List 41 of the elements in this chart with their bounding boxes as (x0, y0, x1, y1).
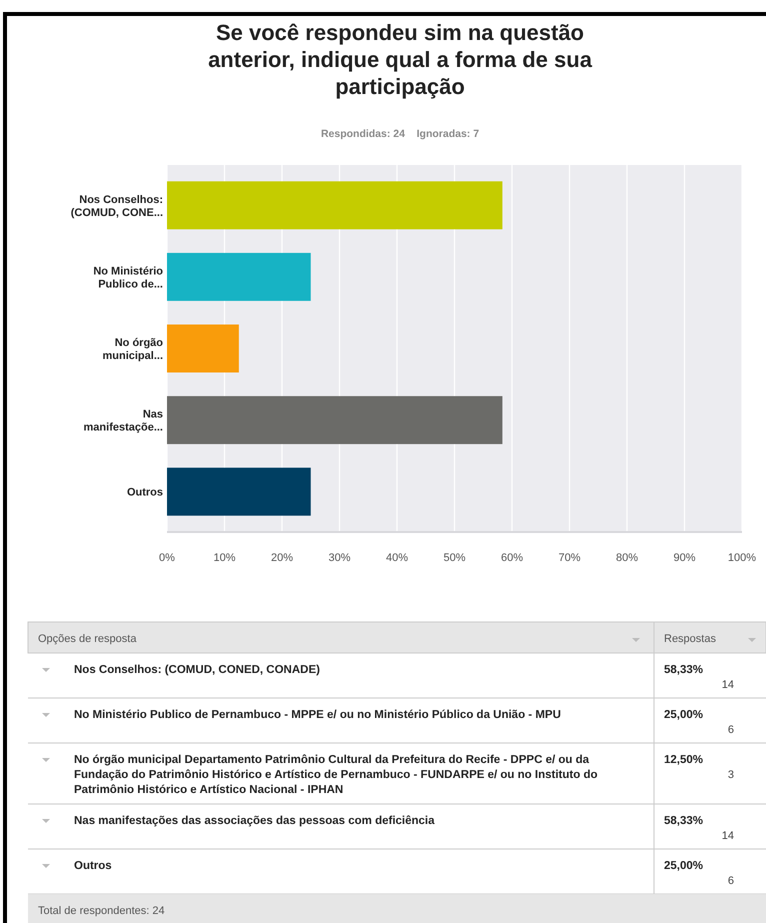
bar (167, 181, 502, 230)
text: 3 (728, 769, 734, 781)
text: 58,33% (664, 815, 704, 827)
text: 6 (728, 875, 734, 887)
x-tick-label: 40% (386, 552, 408, 564)
x-tick-label: 70% (558, 552, 581, 564)
text: Respostas (664, 633, 716, 645)
x-tick-label: 90% (673, 552, 696, 564)
y-tick-label: No Ministério Publico de... (93, 265, 164, 290)
text: 14 (722, 830, 734, 842)
x-tick-label: 20% (270, 552, 294, 564)
x-tick-label: 30% (328, 552, 351, 564)
bar (167, 252, 311, 301)
text: No Ministério Publico de Pernambuco - MPPE e/ ou no Ministério Público da União - MPU (74, 709, 561, 721)
text: Total de respondentes: 24 (38, 905, 165, 917)
text: 12,50% (664, 754, 704, 766)
chart-subtitle: Respondidas: 24 Ignoradas: 7 (320, 128, 480, 140)
x-tick-label: 0% (159, 552, 176, 564)
bar (167, 468, 311, 516)
y-tick-label: Nas manifestaçõe... (84, 408, 163, 434)
text: Outros (74, 860, 112, 872)
bar (167, 396, 502, 444)
text: 25,00% (664, 709, 704, 721)
y-tick-label: Nos Conselhos: (COMUD, CONE... (70, 194, 163, 219)
text: 14 (722, 679, 734, 691)
chart-title: Se você respondeu sim na questão anterior, indique qual a forma de sua participação (208, 20, 593, 99)
text: Nos Conselhos: (COMUD, CONED, CONADE) (74, 664, 320, 676)
text: No órgão municipal Departamento Patrimônio Cultural da Prefeitura do Recife - DPPC e/ ou da Fundação do Patrimônio Histórico e Artístico de Pernambuco - FUNDARPE e/ ou no Instituto do Patrimônio Histórico e Artístico Nacional - IPHAN (74, 754, 598, 796)
y-tick-label: No órgão municipal... (102, 337, 164, 362)
y-tick-label: Outros (126, 486, 163, 499)
bar (167, 324, 239, 372)
text: Nas manifestações das associações das pessoas com deficiência (74, 815, 436, 827)
x-tick-label: 50% (443, 552, 466, 564)
text: 6 (728, 724, 734, 736)
x-tick-label: 60% (500, 552, 524, 564)
x-tick-label: 100% (728, 552, 756, 564)
x-tick-label: 80% (616, 552, 638, 564)
text: 25,00% (664, 860, 704, 872)
x-tick-label: 10% (213, 552, 236, 564)
text: Opções de resposta (38, 633, 138, 645)
text: 58,33% (664, 664, 704, 676)
